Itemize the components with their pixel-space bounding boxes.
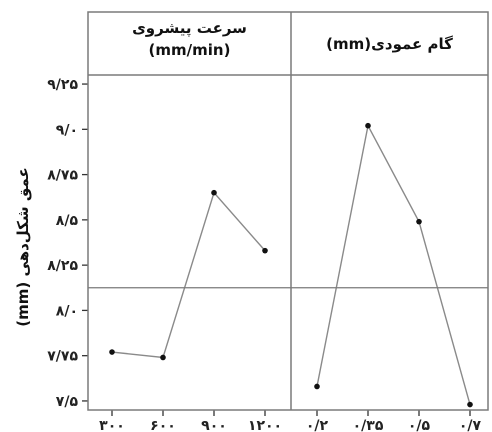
y-tick-label: ۸/۷۵	[47, 168, 78, 184]
panel-title: سرعت پیشروی	[132, 19, 247, 38]
series-line	[316, 123, 471, 405]
data-point	[160, 354, 166, 361]
plot-frame	[87, 11, 489, 411]
data-point	[109, 349, 115, 355]
y-axis-label: عمق شکل‌دهی (mm)	[14, 167, 32, 326]
data-point	[467, 401, 473, 408]
y-tick-label: ۸/۵	[56, 213, 79, 229]
data-point	[211, 189, 217, 196]
y-tick-label: ۹/۲۵	[47, 77, 78, 93]
panel-2: گام عمودی(mm) ۰/۲ ۰/۳۵ ۰/۵ ۰/۷	[306, 35, 482, 432]
y-tick-label: ۷/۷۵	[47, 349, 78, 365]
x-tick-label: ۰/۳۵	[353, 418, 384, 432]
x-tick-label: ۰/۲	[306, 418, 329, 432]
x-tick-label: ۰/۵	[408, 418, 431, 432]
data-point	[262, 247, 268, 254]
y-axis: ۷/۵ ۷/۷۵ ۸/۰ ۸/۲۵ ۸/۵ ۸/۷۵ ۹/۰ ۹/۲۵	[47, 77, 88, 410]
panel-1: سرعت پیشروی (mm/min) ۳۰۰ ۶۰۰ ۹۰۰ ۱۲۰۰	[99, 19, 282, 432]
panel-title: (mm/min)	[149, 41, 231, 59]
chart-panels: سرعت پیشروی (mm/min) ۳۰۰ ۶۰۰ ۹۰۰ ۱۲۰۰ گام عمود…	[99, 19, 481, 432]
x-tick-label: ۹۰۰	[201, 418, 227, 432]
series-line	[111, 191, 266, 359]
y-tick-label: ۷/۵	[56, 394, 79, 410]
data-point	[314, 383, 320, 390]
y-tick-label: ۸/۲۵	[47, 258, 78, 274]
x-tick-label: ۳۰۰	[99, 418, 125, 432]
panel-title: گام عمودی(mm)	[326, 35, 453, 53]
y-tick-label: ۹/۰	[56, 122, 78, 138]
data-point	[416, 218, 422, 225]
x-tick-label: ۰/۷	[459, 418, 482, 432]
x-tick-label: ۶۰۰	[150, 418, 176, 432]
data-point	[365, 122, 371, 129]
x-tick-label: ۱۲۰۰	[248, 418, 282, 432]
y-tick-label: ۸/۰	[56, 303, 78, 319]
